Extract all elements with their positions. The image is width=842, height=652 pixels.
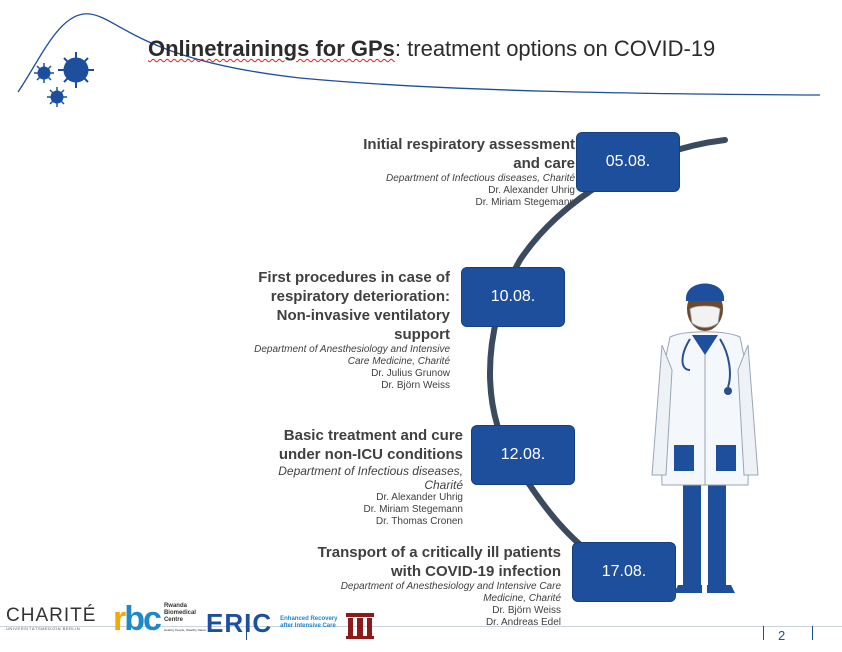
session-title-line: Initial respiratory assessment — [363, 136, 575, 153]
title-rest: : treatment options on COVID-19 — [394, 36, 716, 61]
session-title-line: Transport of a critically ill patients — [317, 544, 561, 561]
session-department: Department of Infectious diseases, — [278, 464, 463, 478]
session-title-line: respiratory deterioration: — [270, 288, 450, 305]
virus-icon — [34, 52, 94, 107]
session-2: First procedures in case of respiratory … — [105, 268, 450, 392]
session-title-line: Non-invasive ventilatory — [276, 307, 450, 324]
session-title-line: with COVID-19 infection — [390, 563, 561, 580]
date-box-4: 17.08. — [573, 543, 675, 601]
eric-text: Enhanced Recovery after Intensive Care — [280, 616, 338, 629]
date-box-2: 10.08. — [462, 268, 564, 326]
session-person: Dr. Andreas Edel — [485, 617, 561, 628]
session-1: Initial respiratory assessment and care … — [230, 135, 575, 209]
session-department: Department of Infectious diseases, Chari… — [386, 173, 575, 184]
university-logo — [346, 613, 374, 639]
session-title-line: under non-ICU conditions — [278, 446, 463, 463]
session-4: Transport of a critically ill patients w… — [215, 543, 561, 629]
footer-line — [0, 626, 842, 627]
title-bold: Onlinetrainings for GPs — [148, 36, 395, 61]
header-decoration — [17, 13, 821, 107]
rbc-text: Rwanda Biomedical Centre Healthy People,… — [163, 603, 207, 632]
rbc-wordmark: rbc — [113, 600, 162, 638]
session-person: Dr. Alexander Uhrig — [376, 492, 463, 503]
session-title-line: Basic treatment and cure — [283, 427, 463, 444]
session-title-line: support — [394, 326, 450, 343]
rbc-logo: rbc Rwanda Biomedical Centre Healthy Peo… — [113, 600, 207, 638]
session-person: Dr. Miriam Stegemann — [363, 504, 463, 515]
eric-wordmark: ERIC — [206, 608, 273, 638]
session-person: Dr. Björn Weiss — [492, 605, 561, 616]
session-department: Department of Anesthesiology and Intensi… — [340, 581, 561, 592]
session-title-line: First procedures in case of — [258, 269, 450, 286]
date-box-1: 05.08. — [577, 133, 679, 191]
page-title: Onlinetrainings for GPs: treatment optio… — [148, 36, 715, 62]
session-3: Basic treatment and cure under non-ICU c… — [118, 426, 463, 528]
charite-logo: CHARITÉ UNIVERSITÄTSMEDIZIN BERLIN — [6, 605, 110, 632]
session-person: Dr. Björn Weiss — [381, 380, 450, 391]
session-person: Dr. Miriam Stegemann — [475, 197, 575, 208]
session-title-line: and care — [513, 155, 575, 172]
date-box-3: 12.08. — [472, 426, 574, 484]
session-department: Charité — [424, 478, 463, 492]
session-department: Department of Anesthesiology and Intensi… — [254, 344, 450, 355]
footer-divider — [812, 626, 813, 640]
eric-logo: ERIC Enhanced Recovery after Intensive C… — [206, 610, 337, 636]
session-person: Dr. Thomas Cronen — [375, 516, 463, 527]
charite-subtitle: UNIVERSITÄTSMEDIZIN BERLIN — [6, 626, 81, 631]
session-department: Medicine, Charité — [483, 593, 561, 604]
footer-divider — [246, 626, 247, 640]
charite-wordmark: CHARITÉ — [6, 605, 97, 626]
footer-divider — [763, 626, 764, 640]
page-number: 2 — [778, 628, 786, 643]
session-person: Dr. Alexander Uhrig — [488, 185, 575, 196]
doctor-illustration — [651, 283, 759, 593]
session-person: Dr. Julius Grunow — [371, 368, 450, 379]
session-department: Care Medicine, Charité — [347, 356, 450, 367]
